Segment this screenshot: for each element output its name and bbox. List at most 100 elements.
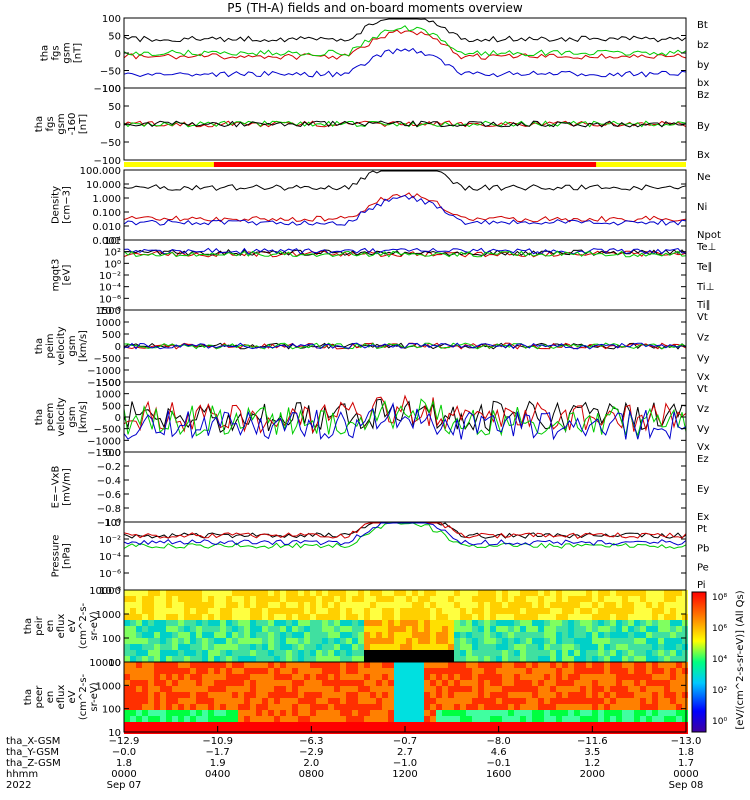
spectrogram-cell (628, 710, 634, 716)
spectrogram-cell (406, 698, 412, 704)
spectrogram-cell (622, 728, 628, 734)
spectrogram-cell (466, 674, 472, 680)
spectrogram-cell (658, 704, 664, 710)
spectrogram-cell (358, 614, 364, 620)
spectrogram-cell (460, 710, 466, 716)
spectrogram-cell (172, 686, 178, 692)
spectrogram-cell (526, 650, 532, 656)
spectrogram-cell (166, 710, 172, 716)
spectrogram-cell (670, 614, 676, 620)
spectrogram-cell (154, 590, 160, 596)
spectrogram-cell (346, 692, 352, 698)
spectrogram-cell (274, 710, 280, 716)
y-label-line: [nPa] (62, 543, 73, 569)
spectrogram-cell (418, 680, 424, 686)
spectrogram-cell (514, 650, 520, 656)
spectrogram-cell (490, 704, 496, 710)
spectrogram-cell (220, 662, 226, 668)
spectrogram-cell (364, 644, 370, 650)
spectrogram-cell (388, 686, 394, 692)
spectrogram-cell (664, 650, 670, 656)
legend-entry-pb: Pb (697, 543, 709, 554)
spectrogram-cell (478, 596, 484, 602)
spectrogram-cell (664, 614, 670, 620)
spectrogram-cell (604, 704, 610, 710)
spectrogram-cell (466, 626, 472, 632)
spectrogram-cell (496, 650, 502, 656)
spectrogram-cell (640, 650, 646, 656)
spectrogram-cell (544, 638, 550, 644)
spectrogram-cell (346, 626, 352, 632)
spectrogram-cell (550, 638, 556, 644)
spectrogram-cell (292, 632, 298, 638)
spectrogram-cell (664, 698, 670, 704)
spectrogram-cell (184, 686, 190, 692)
spectrogram-cell (148, 722, 154, 728)
spectrogram-cell (220, 638, 226, 644)
spectrogram-cell (160, 638, 166, 644)
spectrogram-cell (340, 686, 346, 692)
spectrogram-cell (262, 686, 268, 692)
spectrogram-cell (322, 632, 328, 638)
spectrogram-cell (586, 692, 592, 698)
spectrogram-cell (526, 590, 532, 596)
spectrogram-cell (352, 728, 358, 734)
spectrogram-cell (448, 674, 454, 680)
spectrogram-cell (190, 644, 196, 650)
spectrogram-cell (508, 626, 514, 632)
spectrogram-cell (202, 704, 208, 710)
spectrogram-cell (478, 662, 484, 668)
spectrogram-cell (298, 686, 304, 692)
spectrogram-cell (292, 602, 298, 608)
spectrogram-cell (562, 674, 568, 680)
spectrogram-cell (544, 722, 550, 728)
spectrogram-cell (652, 644, 658, 650)
spectrogram-cell (130, 650, 136, 656)
spectrogram-cell (460, 704, 466, 710)
spectrogram-cell (424, 704, 430, 710)
spectrogram-cell (400, 716, 406, 722)
spectrogram-cell (190, 596, 196, 602)
spectrogram-cell (532, 614, 538, 620)
spectrogram-cell (214, 632, 220, 638)
spectrogram-cell (184, 626, 190, 632)
spectrogram-cell (412, 614, 418, 620)
spectrogram-cell (310, 596, 316, 602)
spectrogram-cell (442, 590, 448, 596)
spectrogram-cell (178, 680, 184, 686)
spectrogram-cell (298, 680, 304, 686)
spectrogram-cell (316, 596, 322, 602)
spectrogram-cell (430, 650, 436, 656)
spectrogram-cell (136, 602, 142, 608)
spectrogram-cell (238, 716, 244, 722)
spectrogram-cell (172, 704, 178, 710)
spectrogram-cell (190, 686, 196, 692)
spectrogram-cell (412, 692, 418, 698)
spectrogram-cell (454, 728, 460, 734)
spectrogram-cell (664, 722, 670, 728)
spectrogram-cell (352, 632, 358, 638)
spectrogram-cell (580, 614, 586, 620)
spectrogram-cell (640, 686, 646, 692)
spectrogram-cell (562, 602, 568, 608)
spectrogram-cell (178, 650, 184, 656)
spectrogram-cell (286, 680, 292, 686)
spectrogram-cell (214, 662, 220, 668)
spectrogram-cell (328, 620, 334, 626)
spectrogram-cell (298, 650, 304, 656)
spectrogram-cell (598, 650, 604, 656)
legend-entry-npot: Npot (697, 230, 721, 241)
spectrogram-cell (400, 590, 406, 596)
spectrogram-cell (334, 674, 340, 680)
spectrogram-cell (580, 632, 586, 638)
spectrogram-cell (328, 644, 334, 650)
spectrogram-cell (586, 614, 592, 620)
y-tick-label: −0.6 (97, 490, 121, 501)
spectrogram-cell (628, 602, 634, 608)
spectrogram-cell (682, 722, 688, 728)
spectrogram-cell (328, 656, 334, 662)
spectrogram-cell (268, 632, 274, 638)
spectrogram-cell (262, 662, 268, 668)
spectrogram-cell (670, 656, 676, 662)
spectrogram-cell (142, 716, 148, 722)
